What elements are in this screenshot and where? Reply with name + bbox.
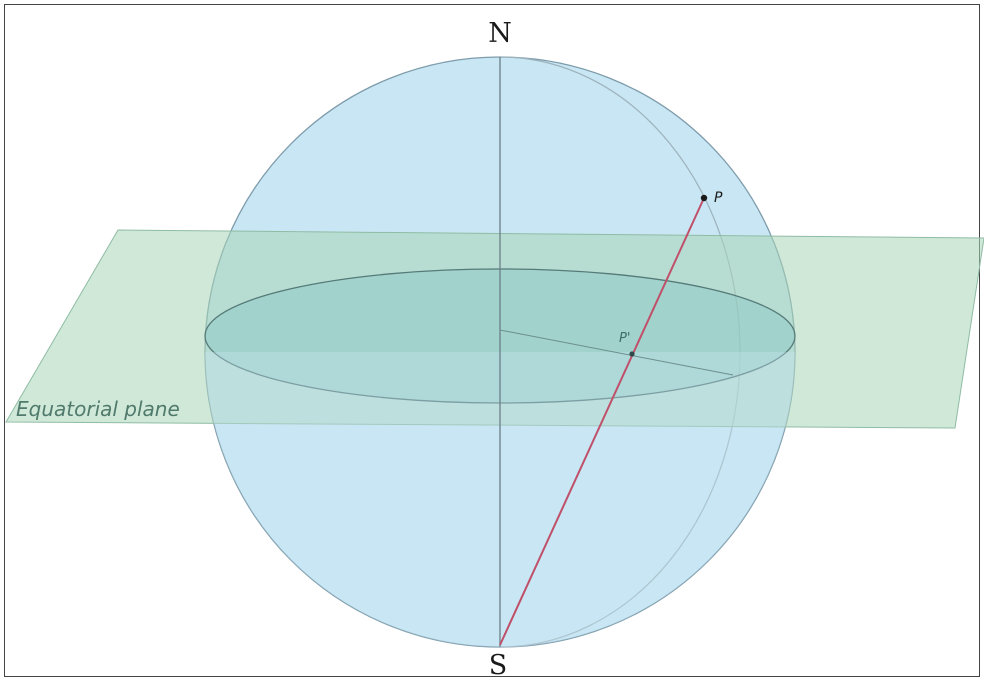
- north-pole-label: N: [488, 18, 512, 49]
- equatorial-radius: [499, 329, 734, 376]
- equatorial-plane-label: Equatorial plane: [16, 397, 180, 421]
- point-p-marker: [700, 194, 708, 202]
- point-p-prime-label: P': [619, 331, 630, 346]
- south-pole-label: S: [489, 650, 508, 681]
- projection-line: [499, 197, 705, 646]
- point-p-prime-marker: [629, 351, 635, 357]
- frame-border: [4, 4, 980, 677]
- point-p-label: P: [714, 190, 723, 206]
